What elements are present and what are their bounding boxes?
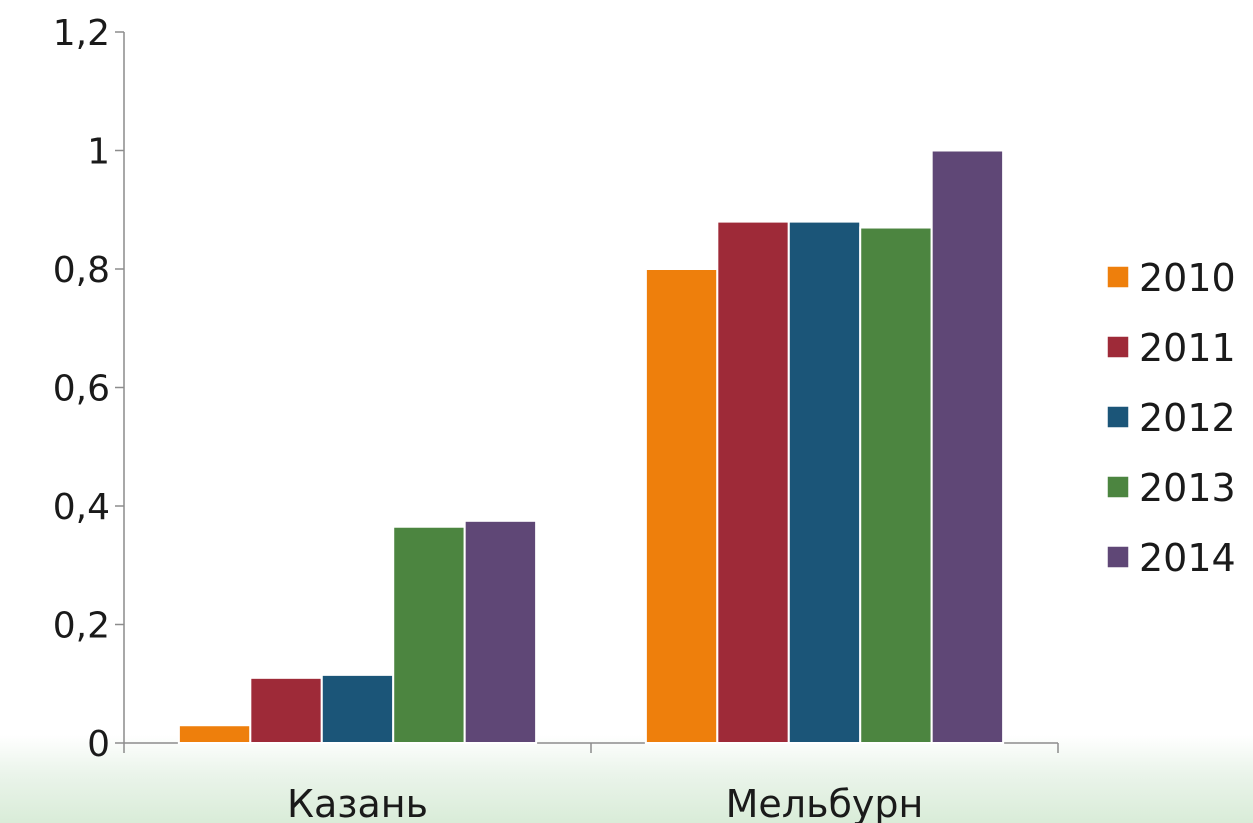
legend-label-2013: 2013 [1139, 466, 1236, 510]
bar-2011-melbourne [716, 220, 790, 745]
legend-label-2010: 2010 [1139, 256, 1236, 300]
legend-swatch-2013 [1106, 475, 1130, 499]
y-tick-label: 0 [87, 724, 110, 765]
legend-swatch-2014 [1106, 545, 1130, 569]
y-tick-label: 1 [87, 132, 110, 173]
y-tick-label: 0,4 [53, 487, 110, 528]
legend-label-2012: 2012 [1139, 396, 1236, 440]
legend-label-2011: 2011 [1139, 326, 1236, 370]
category-label: Казань [287, 782, 428, 823]
y-tick-label: 0,2 [53, 606, 110, 647]
bar-2012-melbourne [787, 220, 862, 745]
category-label: Мельбурн [726, 782, 924, 823]
y-axis: 0 0,2 0,4 0,6 0,8 1 1,2 [53, 13, 125, 765]
legend-swatch-2010 [1106, 265, 1130, 289]
bar-2010-kazan [177, 724, 252, 744]
x-axis: Казань Мельбурн [123, 742, 1059, 823]
bar-2010-melbourne [644, 268, 719, 744]
legend-swatch-2012 [1106, 405, 1130, 429]
y-tick-label: 0,8 [53, 250, 110, 291]
bar-2014-kazan [463, 519, 538, 744]
bar-2013-melbourne [859, 226, 933, 744]
y-tick-label: 0,6 [53, 369, 110, 410]
y-tick-label: 1,2 [53, 13, 110, 54]
bars [177, 149, 1005, 745]
bar-2012-kazan [320, 673, 395, 744]
bar-2014-melbourne [930, 149, 1005, 744]
legend-label-2014: 2014 [1139, 536, 1236, 580]
legend: 2010 2011 2012 2013 2014 [1106, 256, 1236, 580]
bar-2013-kazan [392, 525, 466, 744]
bar-2011-kazan [249, 676, 323, 745]
legend-swatch-2011 [1106, 335, 1130, 359]
